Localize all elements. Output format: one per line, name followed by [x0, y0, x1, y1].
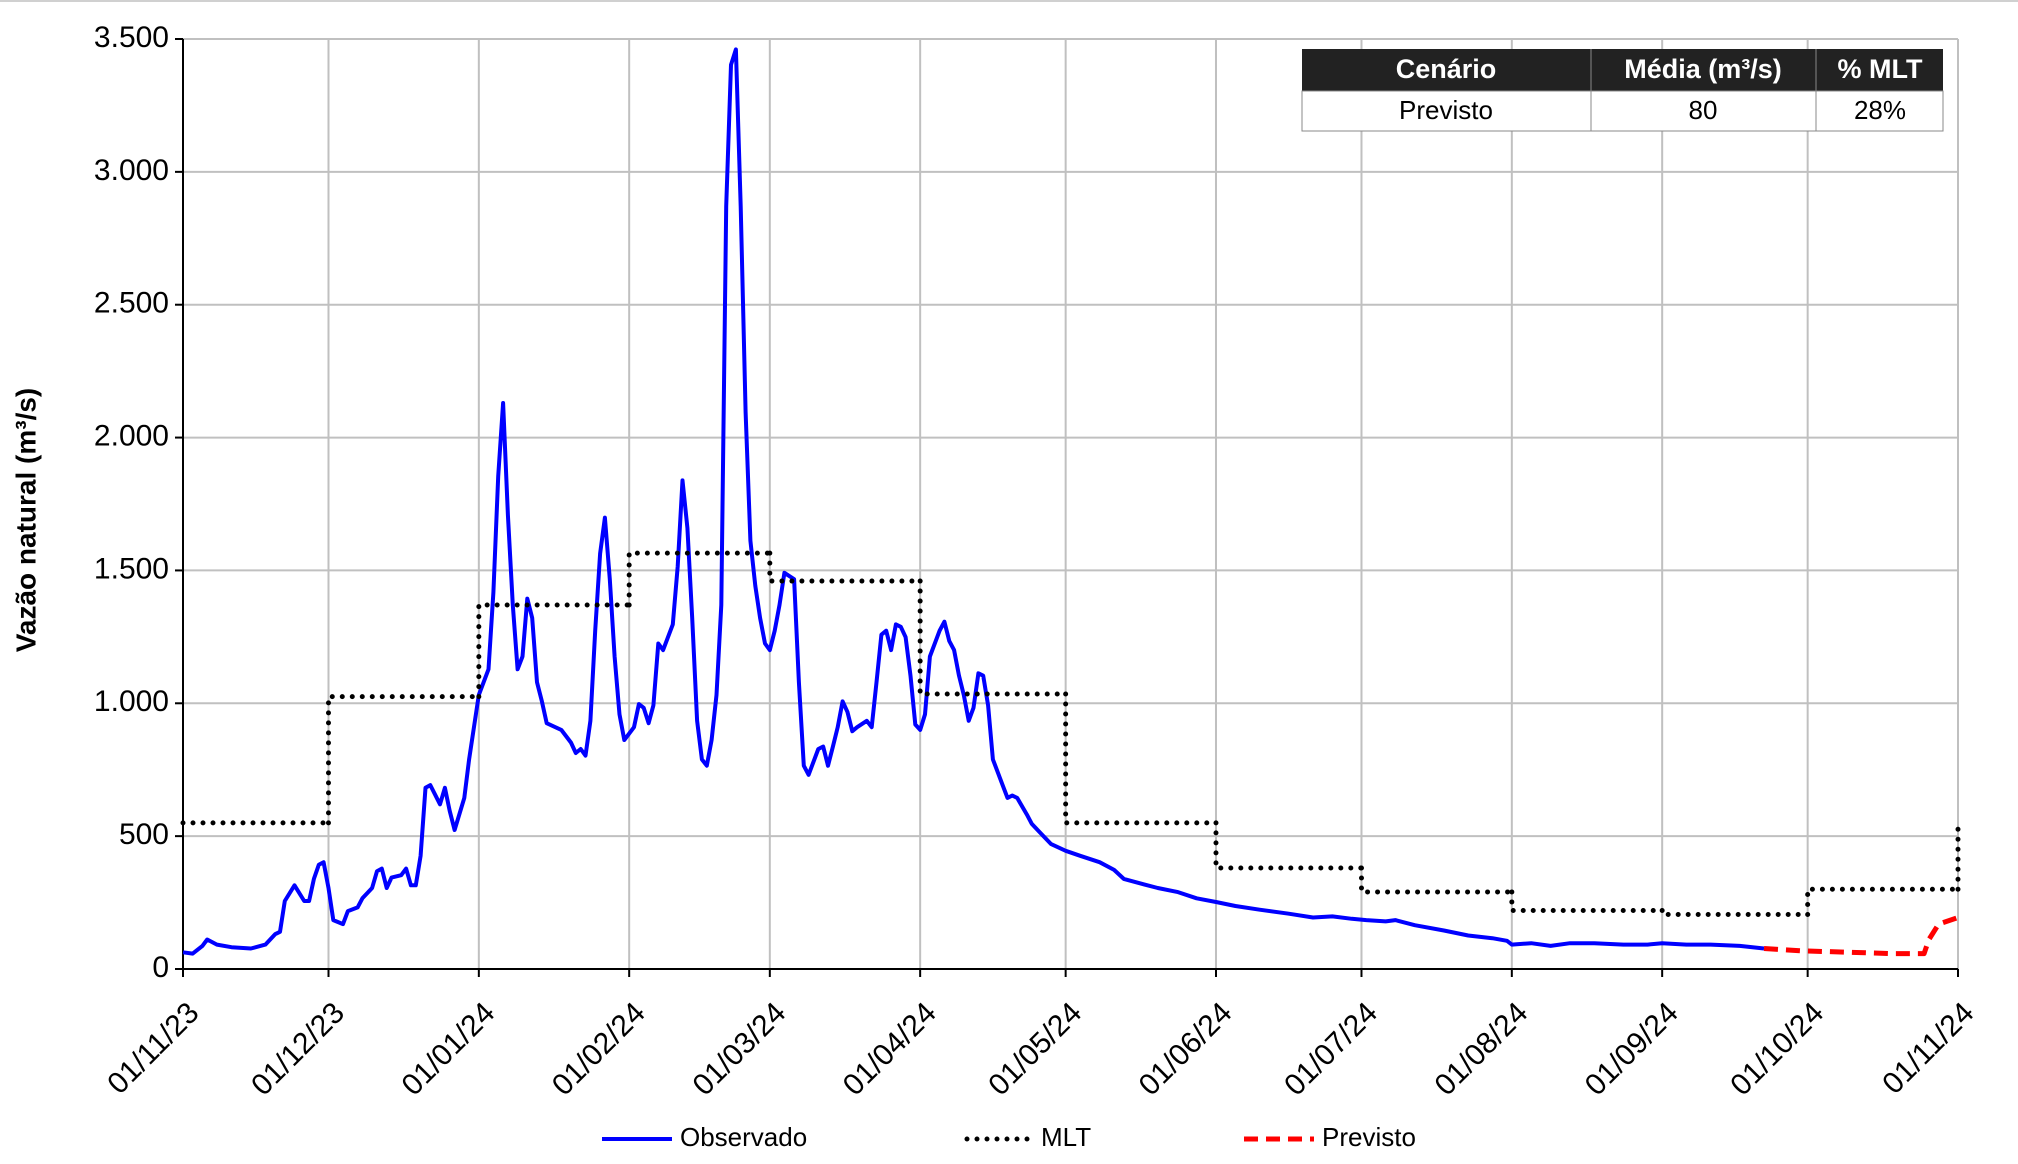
mlt-step: [767, 550, 923, 584]
table-row-bg: [1301, 90, 1944, 132]
y-axis-title: Vazão natural (m³/s): [10, 388, 41, 653]
y-tick-label: 1.500: [94, 552, 169, 585]
legend-label: MLT: [1041, 1122, 1091, 1152]
mlt-step: [1805, 886, 1961, 918]
y-tick-label: 3.500: [94, 21, 169, 54]
mlt-step: [1659, 908, 1811, 918]
x-tick-label: 01/02/24: [546, 996, 652, 1102]
x-tick-label: 01/10/24: [1724, 996, 1830, 1102]
y-tick-label: 2.500: [94, 287, 169, 320]
mlt-step: [626, 550, 773, 608]
x-tick-label: 01/08/24: [1428, 996, 1534, 1102]
mlt-step: [1358, 865, 1515, 895]
y-tick-label: 1.000: [94, 685, 169, 718]
mlt-step: [1509, 889, 1665, 914]
x-tick-label: 01/12/23: [245, 996, 351, 1102]
table-header-cell: Média (m³/s): [1624, 54, 1782, 84]
table-cell: 80: [1689, 95, 1718, 125]
x-tick-label: 01/11/24: [1876, 996, 1980, 1100]
mlt-step: [917, 578, 1069, 697]
x-tick-label: 01/01/24: [395, 996, 501, 1102]
mlt-step: [1063, 691, 1219, 826]
table-cell: Previsto: [1399, 95, 1493, 125]
summary-table: Cenário Média (m³/s) % MLT Previsto 80 2…: [1301, 49, 1944, 132]
x-tick-label: 01/05/24: [982, 996, 1088, 1102]
table-header-bg: [1302, 49, 1943, 91]
y-tick-label: 3.000: [94, 154, 169, 187]
legend-label: Previsto: [1322, 1122, 1416, 1152]
y-tick-label: 500: [119, 818, 169, 851]
mlt-step: [325, 694, 482, 826]
y-tick-label: 2.000: [94, 419, 169, 452]
table-header-cell: % MLT: [1838, 54, 1923, 84]
y-tick-label: 0: [152, 951, 169, 984]
series-line: [182, 47, 1765, 956]
x-tick-label: 01/06/24: [1133, 996, 1239, 1102]
table-header-cell: Cenário: [1396, 54, 1497, 84]
x-tick-label: 01/11/23: [101, 996, 205, 1100]
series-line: [1763, 915, 1959, 957]
x-tick-label: 01/07/24: [1278, 996, 1384, 1102]
table-cell: 28%: [1854, 95, 1906, 125]
mlt-step: [476, 602, 632, 700]
x-tick-label: 01/09/24: [1579, 996, 1685, 1102]
x-tick-label: 01/03/24: [686, 996, 792, 1102]
x-tick-label: 01/04/24: [837, 996, 943, 1102]
mlt-step: [1213, 820, 1364, 871]
legend-label: Observado: [680, 1122, 807, 1152]
